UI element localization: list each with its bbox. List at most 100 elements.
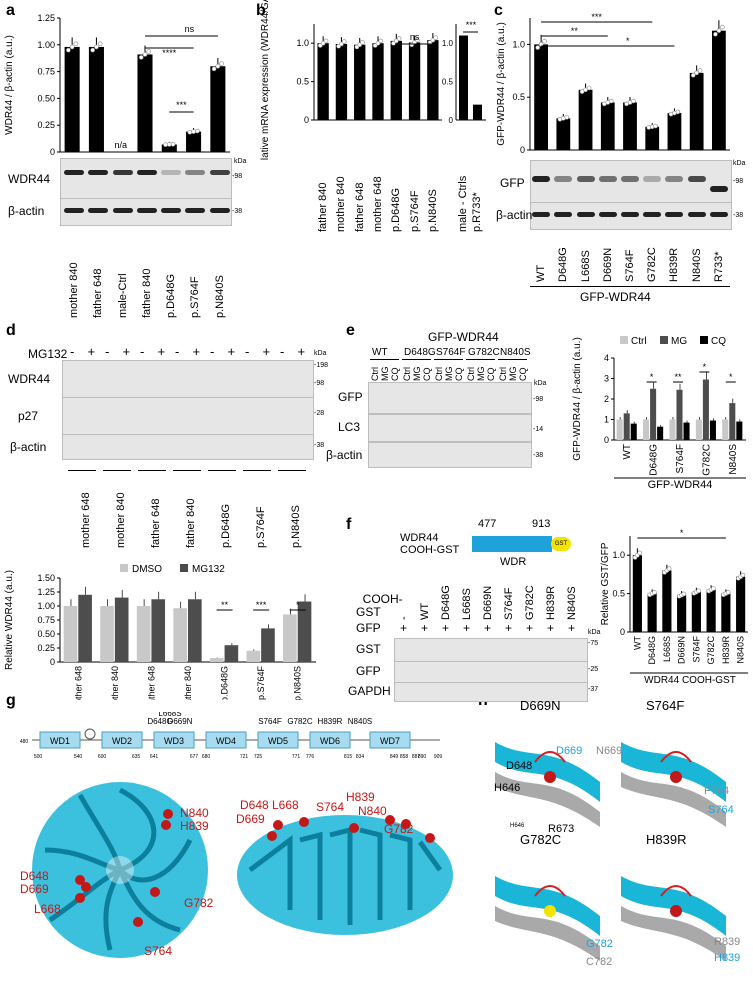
blot-e-kda: kDa xyxy=(534,380,547,387)
data-point xyxy=(166,142,172,147)
bar xyxy=(136,606,151,662)
blot-c-band-actin xyxy=(621,212,639,217)
panel-label-c: c xyxy=(494,2,503,19)
bar xyxy=(224,645,239,662)
data-point xyxy=(146,49,152,54)
x-tick-label: p.D648G xyxy=(220,666,230,700)
blot-a-band-actin xyxy=(185,208,206,213)
x-tick-label: mother 840 xyxy=(110,666,120,700)
bar xyxy=(662,570,672,632)
bar xyxy=(297,601,312,662)
g-left-residue-label: D669 xyxy=(20,882,49,896)
bar xyxy=(100,606,114,662)
x-tick-label: S764F xyxy=(691,636,701,663)
chart-d: 0 0.25 0.50 0.75 1.00 1.25 1.50 Relative WDR44 … xyxy=(4,564,316,700)
blot-a-band-actin xyxy=(136,208,157,213)
blot-c-band-actin xyxy=(554,212,573,217)
g-structure-side-view xyxy=(237,815,453,935)
data-point xyxy=(191,129,196,134)
f-row-label-cooh: COOH- GST xyxy=(356,580,403,619)
blot-f-lane-label: S764F xyxy=(503,587,515,620)
blot-d-sign: - xyxy=(140,344,145,359)
data-point xyxy=(631,98,636,104)
blot-e-group-line xyxy=(466,359,495,360)
blot-f-gfp-sign: + xyxy=(463,621,471,635)
blot-d-row-actin: β-actin xyxy=(10,440,47,454)
g-left-residue-label: S764 xyxy=(144,944,173,958)
panel-label-d: d xyxy=(6,322,16,339)
g-mutation-label: N840S xyxy=(348,717,372,726)
blot-a-mw-98: -98 xyxy=(232,173,243,180)
bar xyxy=(702,379,709,440)
x-tick-label: WT xyxy=(622,444,633,460)
bar xyxy=(137,54,153,153)
bar xyxy=(616,419,623,440)
h-residue-sphere xyxy=(544,905,556,917)
blot-f-gfp-sign: + xyxy=(526,621,534,635)
blot-c-band-gfp xyxy=(554,176,573,182)
g-position-label: 890 xyxy=(418,754,427,760)
data-point xyxy=(97,41,103,47)
g-domain-label: WD4 xyxy=(216,736,236,746)
y-tick-label: 0.50 xyxy=(37,93,55,103)
bar xyxy=(630,423,637,440)
sig-label: **** xyxy=(162,48,177,58)
bar xyxy=(709,420,716,440)
h-arrow xyxy=(660,751,692,763)
blot-f-lane-label: D669N xyxy=(482,585,494,620)
blot-d-sign: - xyxy=(175,344,180,359)
g-mutation-label: H839R xyxy=(318,717,343,726)
data-point xyxy=(138,55,144,60)
blot-e-group-label: S764F xyxy=(436,347,466,358)
blot-d-sign: - xyxy=(280,344,285,359)
y-tick-label: 1.00 xyxy=(37,601,55,611)
h-residue-label: D648 xyxy=(506,760,533,772)
data-point xyxy=(637,550,642,556)
bar xyxy=(736,421,743,440)
h-sub-title: G782C xyxy=(520,832,562,847)
na-label: n/a xyxy=(114,140,127,150)
y-tick-label: 0.50 xyxy=(37,629,55,639)
blot-c-row-actin: β-actin xyxy=(496,208,533,222)
blot-c-band-actin xyxy=(532,212,551,217)
data-point xyxy=(219,61,224,66)
x-tick-label: N840S xyxy=(736,636,746,664)
g-loop xyxy=(84,728,96,740)
blot-e-group-label: D648G xyxy=(404,347,436,358)
blot-e-condition-label: Ctrl xyxy=(498,367,508,381)
y-tick-label: 0 xyxy=(50,657,55,667)
blot-f-lane-label: L668S xyxy=(461,588,473,620)
h-ribbon-grey xyxy=(495,772,600,827)
g-domain-label: WD2 xyxy=(112,736,132,746)
g-position-label: 858 xyxy=(400,754,409,760)
chart-b-category-label: p.D648G xyxy=(390,187,403,232)
blot-d-lane-underline xyxy=(103,470,131,471)
bar xyxy=(736,576,746,632)
bar xyxy=(706,589,716,632)
blot-f-mw-75: -75 xyxy=(588,640,599,647)
bar xyxy=(114,597,129,662)
sig-label: ** xyxy=(221,600,229,610)
g-left-residue-label: L668 xyxy=(34,902,61,916)
h-arrow xyxy=(534,885,566,897)
g-position-label: 600 xyxy=(98,754,107,760)
y-tick-label: 1.50 xyxy=(37,573,55,583)
data-point xyxy=(713,31,718,37)
bar xyxy=(246,650,261,662)
blot-c-band-gfp xyxy=(687,176,706,182)
h-residue-label: H646 xyxy=(510,823,525,829)
blot-d-lane-underline xyxy=(138,470,166,471)
data-point xyxy=(666,566,672,572)
g-domain-box xyxy=(369,731,411,749)
bar xyxy=(677,595,687,632)
bar xyxy=(283,614,297,662)
h-residue-label: C782 xyxy=(586,956,613,968)
bar xyxy=(712,30,726,151)
x-tick-label: WT xyxy=(632,636,642,650)
g-left-residue-label: N840 xyxy=(180,806,209,820)
blot-e-condition-label: Ctrl xyxy=(466,367,476,381)
h-residue-label: N669 xyxy=(596,745,623,757)
g-right-residue-label: S764 xyxy=(316,800,345,814)
data-point xyxy=(415,37,420,43)
blot-c-lane-label: D648G xyxy=(557,247,570,282)
